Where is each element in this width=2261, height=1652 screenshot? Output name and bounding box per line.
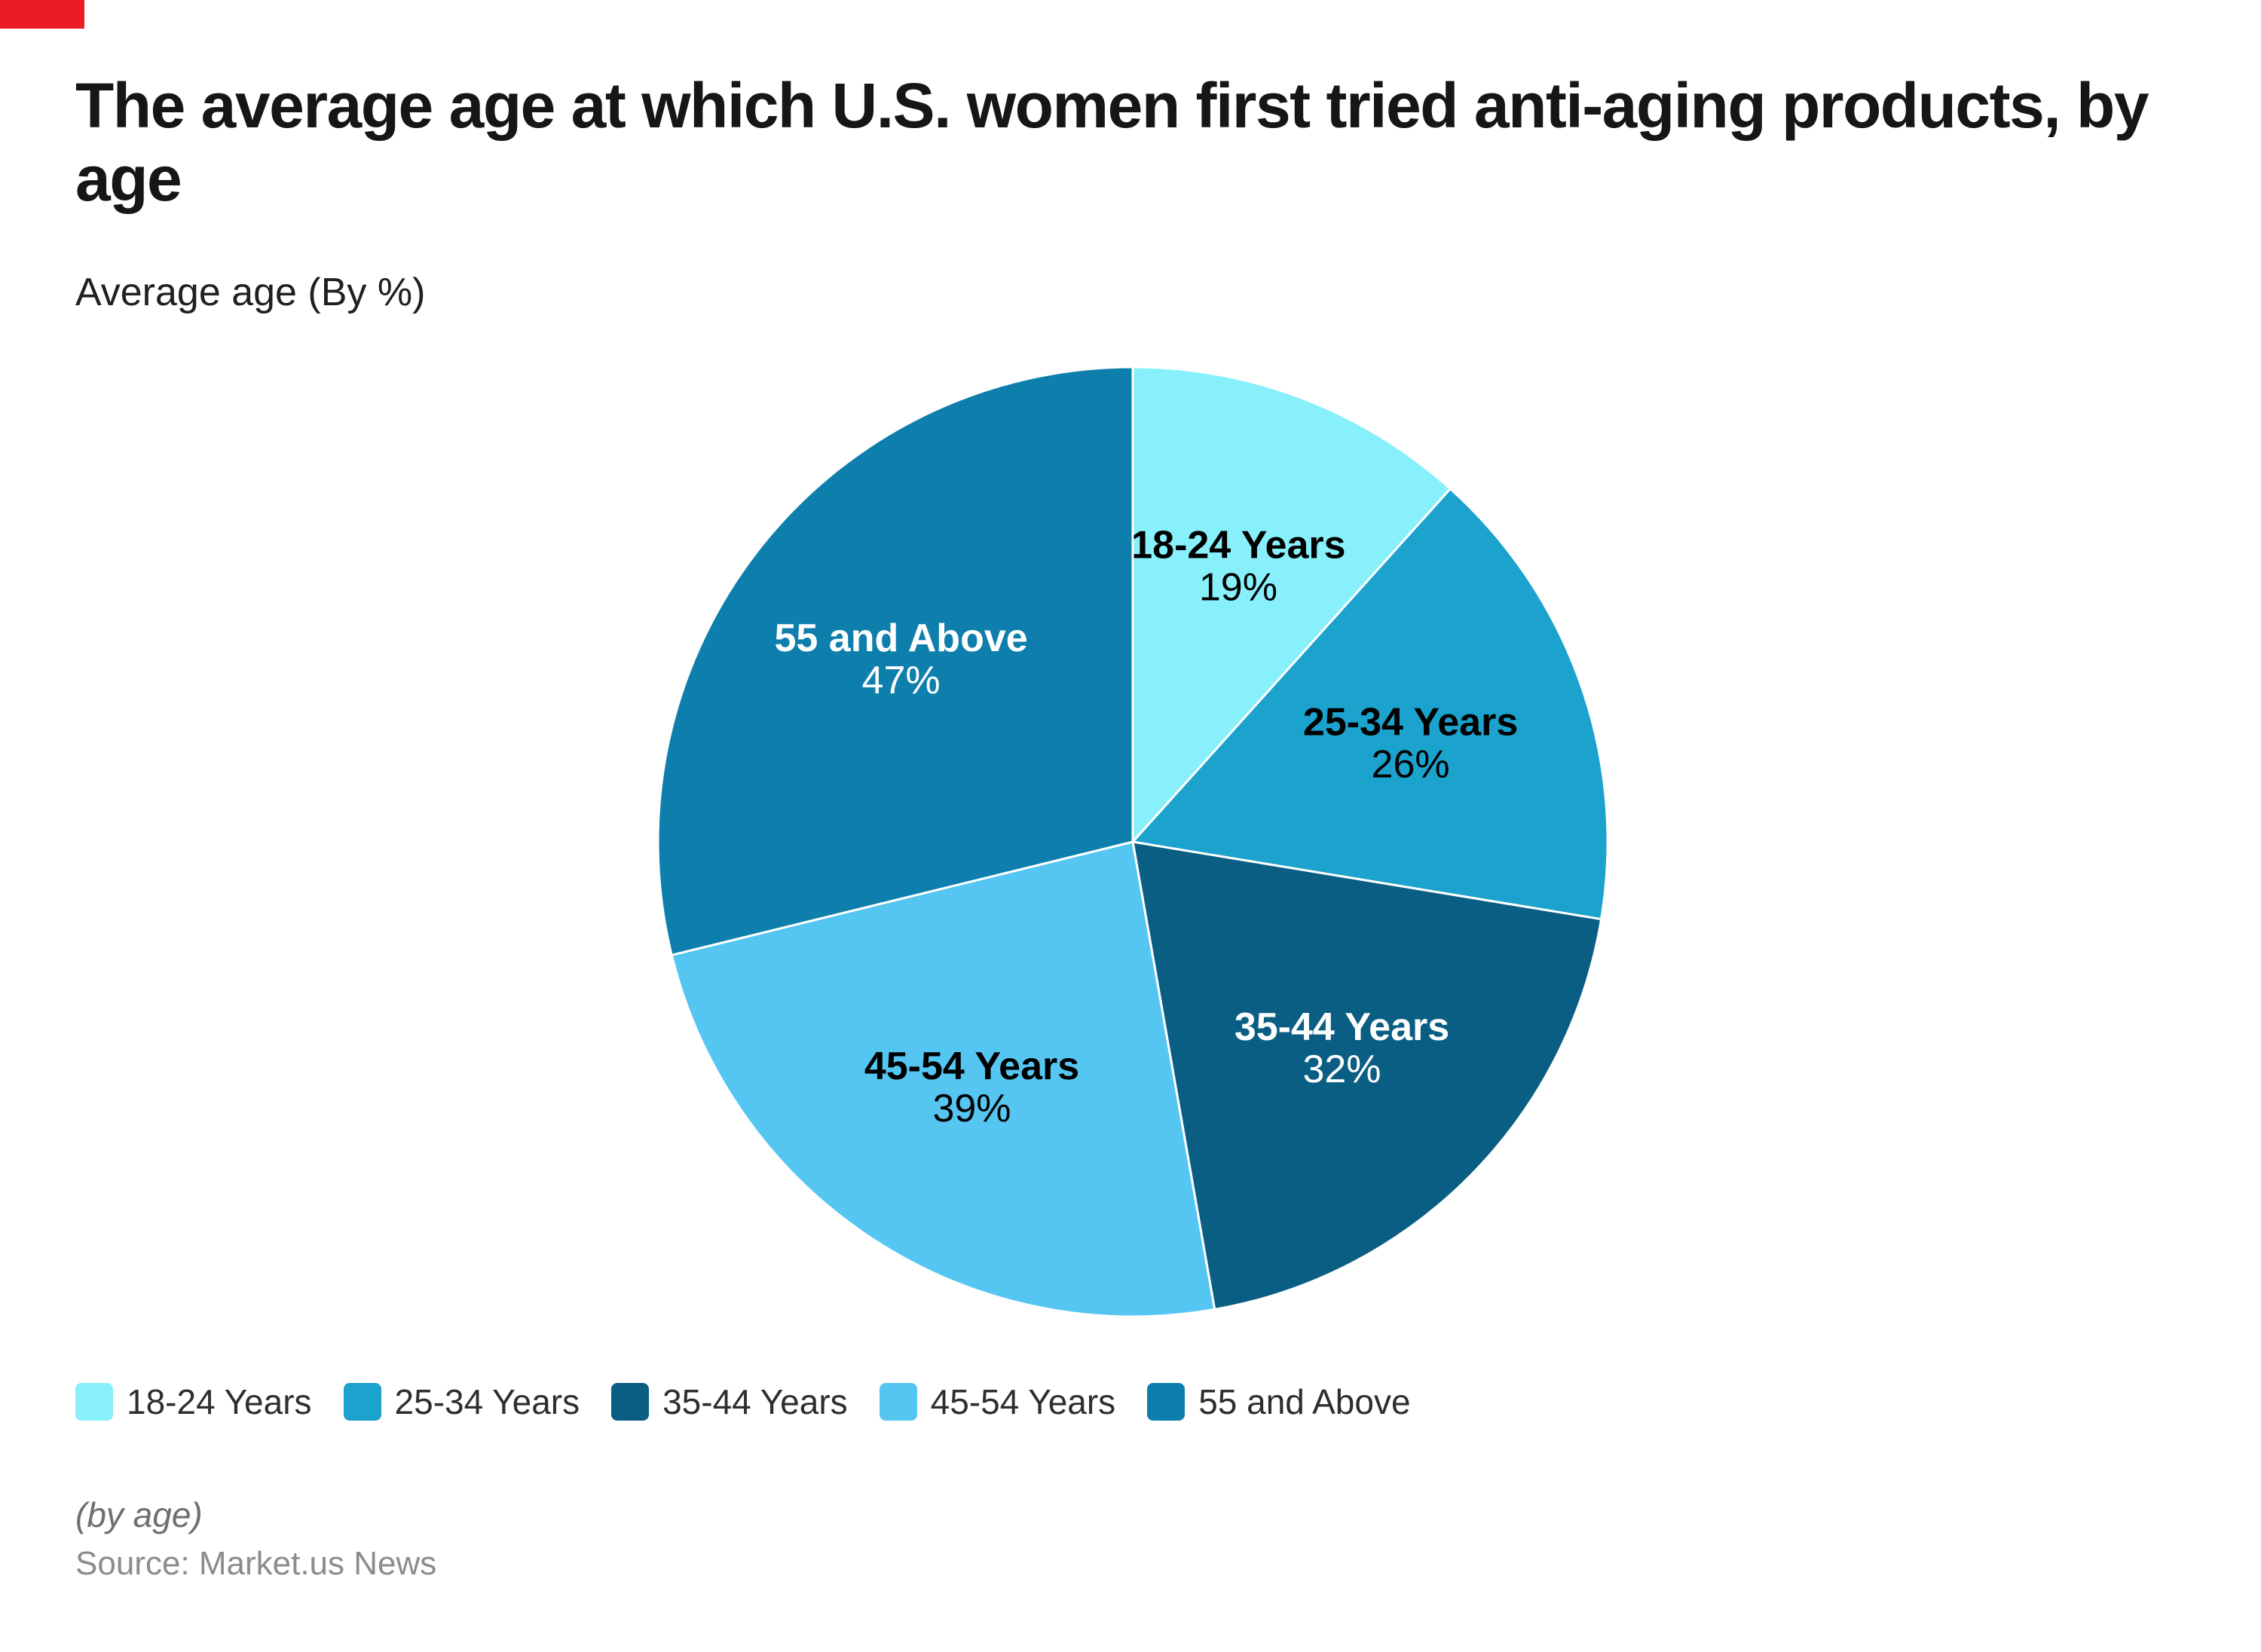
legend-swatch-55-and-above <box>1147 1383 1186 1421</box>
pie-slice-35-44-years[interactable] <box>1131 840 1603 1311</box>
pie-label-name-35-44-years: 35-44 Years <box>1235 1005 1449 1049</box>
legend-item-18-24-years[interactable]: 18-24 Years <box>75 1381 312 1422</box>
pie-label-name-45-54-years: 45-54 Years <box>864 1045 1079 1088</box>
legend: 18-24 Years 25-34 Years 35-44 Years 45-54 Y… <box>75 1381 1411 1422</box>
legend-label-35-44-years: 35-44 Years <box>662 1382 848 1421</box>
footnote: (by age) <box>75 1495 203 1534</box>
pie-label-name-25-34-years: 25-34 Years <box>1303 701 1518 745</box>
legend-item-35-44-years[interactable]: 35-44 Years <box>611 1381 848 1422</box>
pie-label-name-55-and-above: 55 and Above <box>775 616 1028 660</box>
pie-slice-45-54-years[interactable] <box>670 840 1216 1318</box>
pie-label-value-55-and-above: 47% <box>862 659 941 702</box>
source-credit: Source: Market.us News <box>75 1545 437 1582</box>
pie-label-value-45-54-years: 39% <box>932 1087 1011 1130</box>
legend-swatch-25-34-years <box>343 1383 381 1421</box>
legend-item-45-54-years[interactable]: 45-54 Years <box>879 1381 1116 1422</box>
pie-label-name-18-24-years: 18-24 Years <box>1130 523 1345 567</box>
corner-red-mark <box>0 0 84 29</box>
pie-slice-25-34-years[interactable] <box>1131 488 1609 921</box>
pie-slice-18-24-years[interactable] <box>1131 366 1452 843</box>
pie-label-value-25-34-years: 26% <box>1372 743 1450 787</box>
legend-label-45-54-years: 45-54 Years <box>930 1382 1116 1421</box>
legend-label-55-and-above: 55 and Above <box>1198 1382 1411 1421</box>
legend-label-18-24-years: 18-24 Years <box>127 1382 312 1421</box>
legend-item-55-and-above[interactable]: 55 and Above <box>1147 1381 1411 1422</box>
chart-title: The average age at which U.S. women firs… <box>75 70 2149 214</box>
chart-subtitle: Average age (By %) <box>75 271 426 314</box>
legend-label-25-34-years: 25-34 Years <box>394 1382 580 1421</box>
legend-swatch-18-24-years <box>75 1383 113 1421</box>
pie-slice-55-and-above[interactable] <box>656 366 1134 956</box>
legend-swatch-45-54-years <box>879 1383 917 1421</box>
pie-label-value-18-24-years: 19% <box>1199 565 1277 609</box>
legend-swatch-35-44-years <box>611 1383 650 1421</box>
pie-label-value-35-44-years: 32% <box>1302 1048 1381 1091</box>
legend-item-25-34-years[interactable]: 25-34 Years <box>343 1381 580 1422</box>
